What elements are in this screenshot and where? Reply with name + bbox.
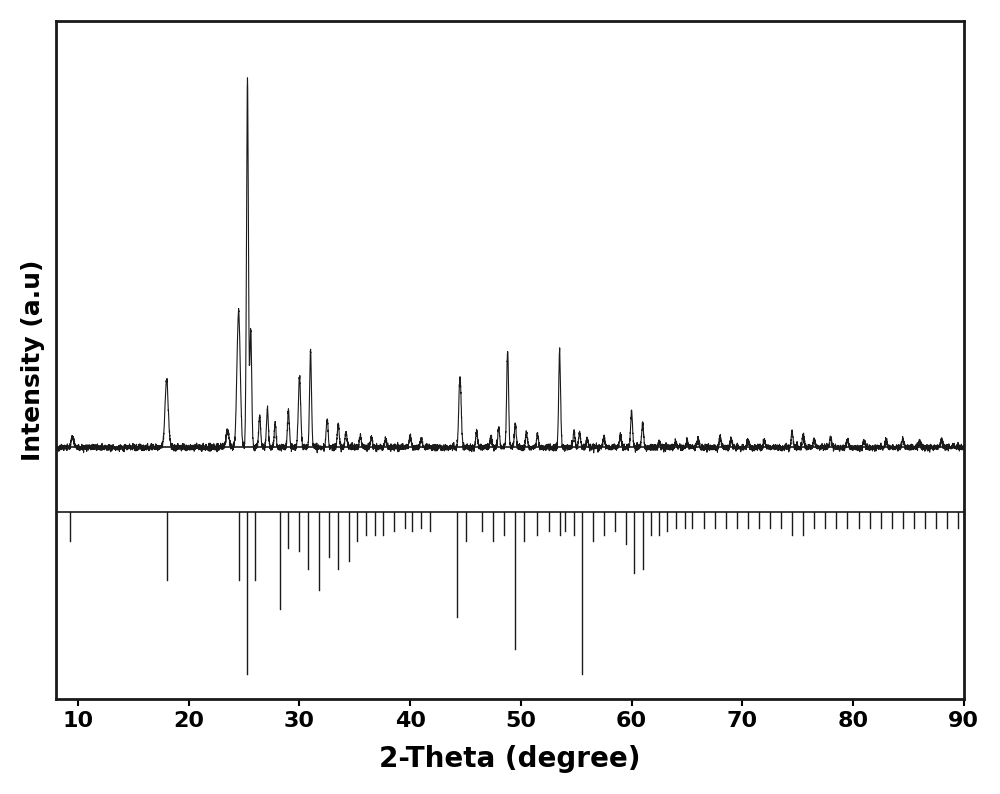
X-axis label: 2-Theta (degree): 2-Theta (degree): [379, 745, 641, 773]
Y-axis label: Intensity (a.u): Intensity (a.u): [21, 260, 45, 461]
